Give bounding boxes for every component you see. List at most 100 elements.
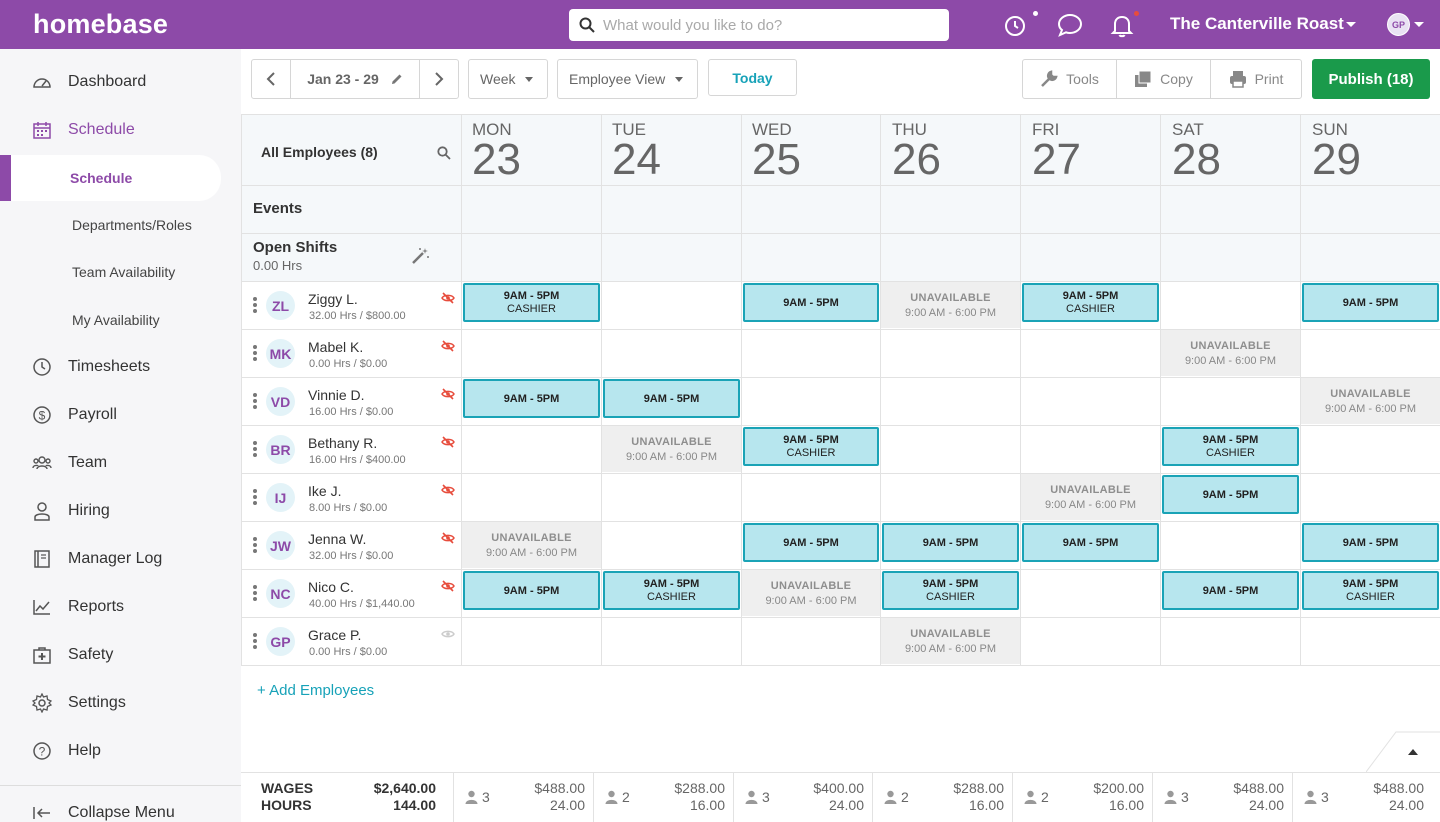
employee-row[interactable]: JW Jenna W. 32.00 Hrs / $0.00 bbox=[241, 521, 461, 569]
subnav-my-availability[interactable]: My Availability bbox=[72, 312, 160, 328]
employee-name[interactable]: Bethany R. bbox=[308, 435, 378, 451]
subnav-team-availability[interactable]: Team Availability bbox=[72, 264, 176, 280]
shift-block[interactable]: 9AM - 5PM CASHIER bbox=[882, 571, 1019, 610]
employee-row[interactable]: IJ Ike J. 8.00 Hrs / $0.00 bbox=[241, 473, 461, 521]
employee-avatar[interactable]: MK bbox=[266, 339, 295, 368]
shift-block[interactable]: 9AM - 5PM bbox=[1302, 283, 1439, 322]
drag-handle-icon[interactable] bbox=[253, 633, 257, 649]
employee-avatar[interactable]: VD bbox=[266, 387, 295, 416]
sidebar-item-hiring[interactable]: Hiring bbox=[0, 491, 241, 531]
shift-block[interactable]: 9AM - 5PM bbox=[882, 523, 1019, 562]
drag-handle-icon[interactable] bbox=[253, 345, 257, 361]
copy-button[interactable]: Copy bbox=[1116, 59, 1211, 99]
drag-handle-icon[interactable] bbox=[253, 393, 257, 409]
employee-avatar[interactable]: ZL bbox=[266, 291, 295, 320]
drag-handle-icon[interactable] bbox=[253, 585, 257, 601]
employee-avatar[interactable]: JW bbox=[266, 531, 295, 560]
tools-button[interactable]: Tools bbox=[1022, 59, 1117, 99]
eye-slash-icon[interactable] bbox=[441, 435, 455, 449]
magic-wand-icon[interactable] bbox=[411, 247, 429, 265]
shift-block[interactable]: 9AM - 5PM CASHIER bbox=[1022, 283, 1159, 322]
employee-name[interactable]: Mabel K. bbox=[308, 339, 364, 355]
company-selector[interactable]: The Canterville Roast bbox=[1170, 14, 1344, 34]
employee-name[interactable]: Nico C. bbox=[308, 579, 354, 595]
today-button[interactable]: Today bbox=[708, 59, 797, 96]
employee-name[interactable]: Grace P. bbox=[308, 627, 362, 643]
collapse-menu-button[interactable]: Collapse Menu bbox=[0, 794, 241, 822]
employee-avatar[interactable]: GP bbox=[266, 627, 295, 656]
employee-row[interactable]: GP Grace P. 0.00 Hrs / $0.00 bbox=[241, 617, 461, 665]
shift-block[interactable]: 9AM - 5PM bbox=[463, 379, 600, 418]
shift-block[interactable]: 9AM - 5PM bbox=[603, 379, 740, 418]
employee-row[interactable]: VD Vinnie D. 16.00 Hrs / $0.00 bbox=[241, 377, 461, 425]
day-header-sat[interactable]: SAT 28 bbox=[1172, 120, 1221, 182]
eye-slash-icon[interactable] bbox=[441, 339, 455, 353]
employee-name[interactable]: Vinnie D. bbox=[308, 387, 365, 403]
sidebar-item-manager-log[interactable]: Manager Log bbox=[0, 539, 241, 579]
publish-button[interactable]: Publish (18) bbox=[1312, 59, 1430, 99]
all-employees-filter[interactable]: All Employees (8) bbox=[261, 144, 378, 160]
day-header-sun[interactable]: SUN 29 bbox=[1312, 120, 1361, 182]
add-employees-link[interactable]: + Add Employees bbox=[257, 682, 375, 699]
shift-block[interactable]: 9AM - 5PM bbox=[1162, 475, 1299, 514]
employee-row[interactable]: NC Nico C. 40.00 Hrs / $1,440.00 bbox=[241, 569, 461, 617]
shift-block[interactable]: 9AM - 5PM bbox=[1162, 571, 1299, 610]
date-range-picker[interactable]: Jan 23 - 29 bbox=[290, 59, 420, 99]
next-week-button[interactable] bbox=[419, 59, 459, 99]
search-input[interactable] bbox=[603, 16, 933, 34]
print-button[interactable]: Print bbox=[1210, 59, 1302, 99]
employee-row[interactable]: ZL Ziggy L. 32.00 Hrs / $800.00 bbox=[241, 281, 461, 329]
sidebar-item-team[interactable]: Team bbox=[0, 443, 241, 483]
sidebar-item-reports[interactable]: Reports bbox=[0, 587, 241, 627]
employee-row[interactable]: MK Mabel K. 0.00 Hrs / $0.00 bbox=[241, 329, 461, 377]
search-icon[interactable] bbox=[437, 146, 451, 160]
prev-week-button[interactable] bbox=[251, 59, 291, 99]
shift-block[interactable]: 9AM - 5PM CASHIER bbox=[463, 283, 600, 322]
employee-name[interactable]: Ike J. bbox=[308, 483, 342, 499]
day-header-tue[interactable]: TUE 24 bbox=[612, 120, 661, 182]
shift-block[interactable]: 9AM - 5PM CASHIER bbox=[1302, 571, 1439, 610]
subnav-departments-roles[interactable]: Departments/Roles bbox=[72, 217, 192, 233]
shift-block[interactable]: 9AM - 5PM bbox=[463, 571, 600, 610]
sidebar-item-safety[interactable]: Safety bbox=[0, 635, 241, 675]
bell-icon[interactable] bbox=[1109, 12, 1135, 38]
day-header-fri[interactable]: FRI 27 bbox=[1032, 120, 1081, 182]
sidebar-item-payroll[interactable]: $ Payroll bbox=[0, 395, 241, 435]
view-select[interactable]: Employee View bbox=[557, 59, 698, 99]
eye-slash-icon[interactable] bbox=[441, 387, 455, 401]
shift-block[interactable]: 9AM - 5PM bbox=[1022, 523, 1159, 562]
sidebar-item-dashboard[interactable]: Dashboard bbox=[0, 62, 241, 102]
sidebar-item-help[interactable]: ? Help bbox=[0, 731, 241, 771]
timeclock-icon[interactable] bbox=[1003, 12, 1029, 38]
drag-handle-icon[interactable] bbox=[253, 441, 257, 457]
eye-slash-icon[interactable] bbox=[441, 483, 455, 497]
eye-slash-icon[interactable] bbox=[441, 531, 455, 545]
sidebar-item-settings[interactable]: Settings bbox=[0, 683, 241, 723]
shift-block[interactable]: 9AM - 5PM CASHIER bbox=[1162, 427, 1299, 466]
employee-avatar[interactable]: NC bbox=[266, 579, 295, 608]
homebase-logo[interactable]: homebase bbox=[33, 9, 169, 39]
drag-handle-icon[interactable] bbox=[253, 489, 257, 505]
sidebar-item-schedule[interactable]: Schedule bbox=[0, 110, 241, 150]
user-avatar[interactable]: GP bbox=[1387, 13, 1410, 36]
shift-block[interactable]: 9AM - 5PM bbox=[743, 283, 879, 322]
footer-toggle[interactable] bbox=[1365, 730, 1440, 773]
employee-avatar[interactable]: IJ bbox=[266, 483, 295, 512]
day-header-wed[interactable]: WED 25 bbox=[752, 120, 801, 182]
period-select[interactable]: Week bbox=[468, 59, 548, 99]
subnav-schedule[interactable]: Schedule bbox=[0, 155, 221, 201]
search-box[interactable] bbox=[569, 9, 949, 41]
shift-block[interactable]: 9AM - 5PM CASHIER bbox=[743, 427, 879, 466]
eye-slash-icon[interactable] bbox=[441, 579, 455, 593]
drag-handle-icon[interactable] bbox=[253, 297, 257, 313]
chat-icon[interactable] bbox=[1057, 12, 1083, 38]
employee-name[interactable]: Jenna W. bbox=[308, 531, 367, 547]
shift-block[interactable]: 9AM - 5PM CASHIER bbox=[603, 571, 740, 610]
employee-row[interactable]: BR Bethany R. 16.00 Hrs / $400.00 bbox=[241, 425, 461, 473]
shift-block[interactable]: 9AM - 5PM bbox=[743, 523, 879, 562]
eye-icon[interactable] bbox=[441, 627, 455, 641]
day-header-thu[interactable]: THU 26 bbox=[892, 120, 941, 182]
eye-slash-icon[interactable] bbox=[441, 291, 455, 305]
day-header-mon[interactable]: MON 23 bbox=[472, 120, 521, 182]
employee-avatar[interactable]: BR bbox=[266, 435, 295, 464]
